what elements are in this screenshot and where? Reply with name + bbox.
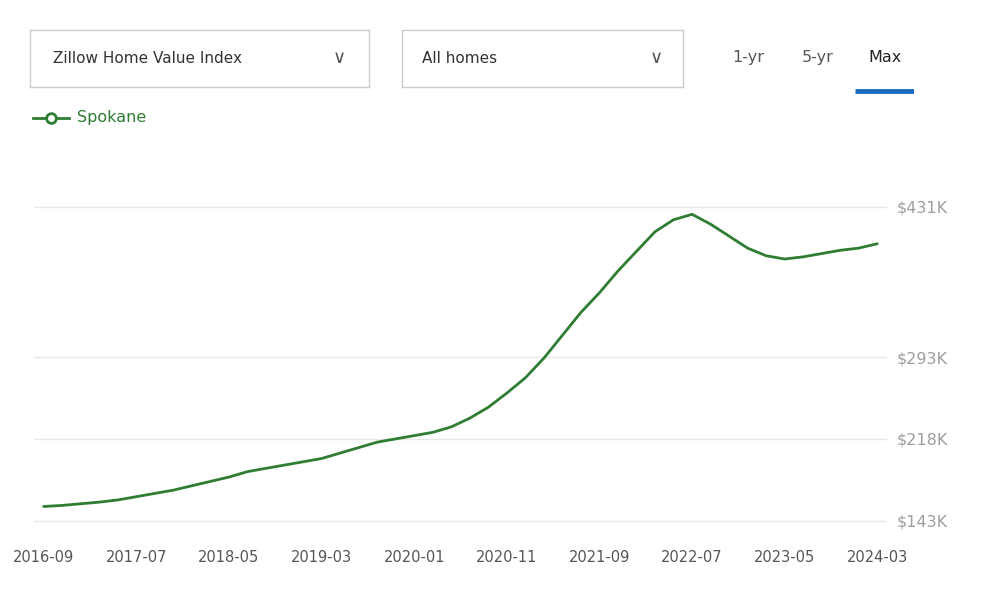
- Text: 1-yr: 1-yr: [733, 50, 764, 64]
- Text: 5-yr: 5-yr: [802, 50, 833, 64]
- Text: Max: Max: [868, 50, 901, 64]
- Text: ∨: ∨: [333, 49, 346, 67]
- Text: Spokane: Spokane: [78, 110, 147, 125]
- Text: Zillow Home Value Index: Zillow Home Value Index: [53, 51, 242, 66]
- Text: ∨: ∨: [650, 49, 663, 67]
- Text: All homes: All homes: [422, 51, 496, 66]
